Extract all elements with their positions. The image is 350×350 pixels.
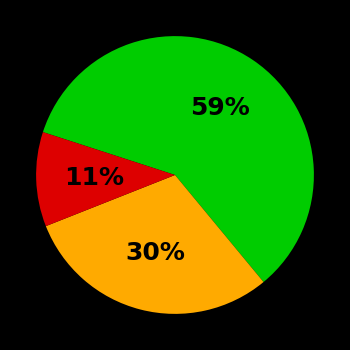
Text: 30%: 30% <box>125 241 185 265</box>
Text: 59%: 59% <box>190 96 250 120</box>
Wedge shape <box>46 175 264 314</box>
Wedge shape <box>36 132 175 226</box>
Text: 11%: 11% <box>64 166 125 190</box>
Wedge shape <box>43 36 314 282</box>
